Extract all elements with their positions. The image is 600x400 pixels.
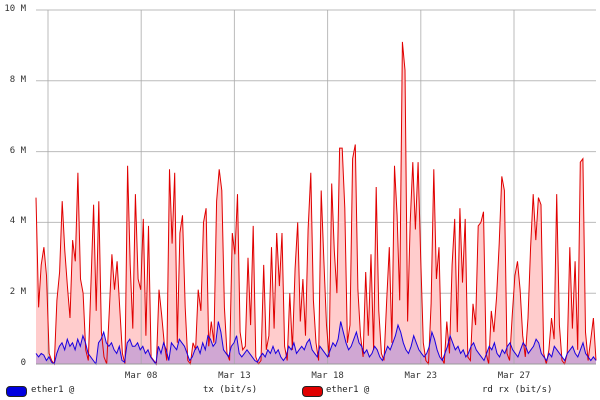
legend-label-rx-metric: rd rx (bit/s) — [482, 385, 553, 395]
rx-line — [35, 41, 597, 366]
legend-swatch-rx — [302, 386, 323, 397]
x-tick-label: Mar 27 — [497, 371, 531, 381]
legend-label-tx-interface: ether1 @ — [31, 385, 75, 395]
legend-label-tx-metric: tx (bit/s) — [203, 385, 258, 395]
x-tick-label: Mar 23 — [404, 371, 438, 381]
y-tick-label: 4 M — [9, 216, 26, 227]
legend-swatch-tx — [6, 386, 27, 397]
y-tick-label: 0 — [20, 358, 26, 368]
tx-line — [35, 321, 597, 366]
y-tick-label: 6 M — [9, 145, 26, 156]
y-tick-label: 10 M — [4, 4, 26, 14]
x-tick-label: Mar 13 — [218, 371, 251, 381]
y-tick-label: 2 M — [9, 287, 26, 298]
y-tick-label: 8 M — [9, 74, 26, 85]
legend-label-rx-interface: ether1 @ — [326, 385, 370, 395]
x-tick-label: Mar 08 — [124, 371, 158, 381]
tx-area — [36, 321, 596, 364]
x-tick-label: Mar 18 — [311, 371, 344, 381]
